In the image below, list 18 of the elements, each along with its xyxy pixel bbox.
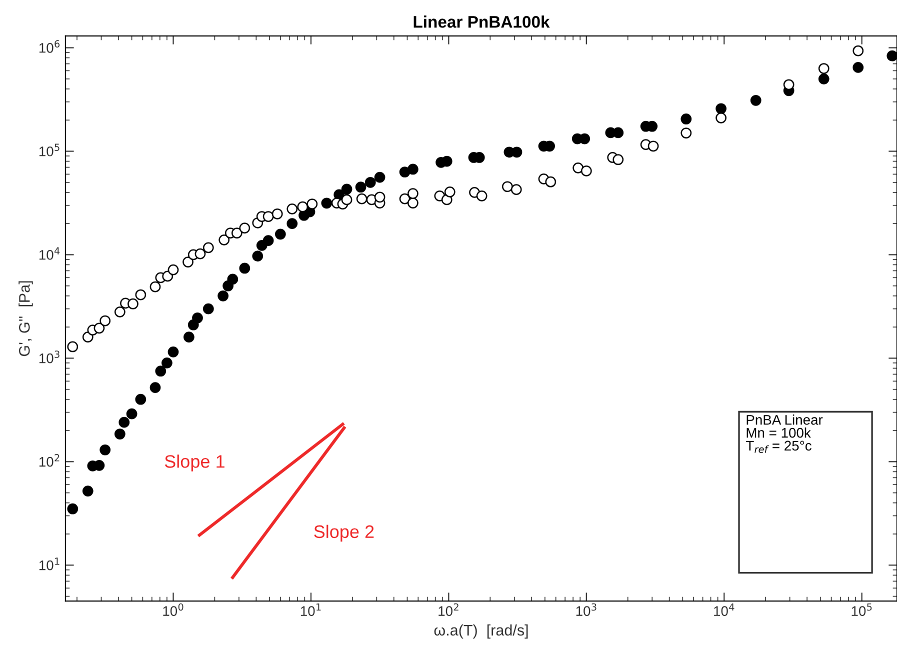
chart-title: Linear PnBA100k xyxy=(414,16,550,28)
x-tick-label: 10$^{3}$ xyxy=(576,603,596,616)
y-tick-label: 10$^{3}$ xyxy=(39,350,60,364)
y-tick-label: 10$^{5}$ xyxy=(39,144,60,156)
y-axis-title: G', G'' [Pa] xyxy=(18,281,33,356)
x-axis-title: ω.a(T) [rad/s] xyxy=(434,624,528,639)
x-tick-label: 10$^{1}$ xyxy=(300,603,321,616)
series-label: Slope 2 xyxy=(314,524,374,542)
y-tick-label: 10$^{6}$ xyxy=(39,40,60,53)
x-tick-label: 10$^{2}$ xyxy=(438,603,458,616)
series-label: Slope 1 xyxy=(164,454,224,472)
y-tick-label: 10$^{2}$ xyxy=(39,454,60,467)
x-tick-label: 10$^{5}$ xyxy=(852,603,872,616)
x-tick-label: 10$^{4}$ xyxy=(714,603,734,616)
annotation: PnBA Linear Mn = 100k T$_{ref}$ = 25°c xyxy=(746,414,823,453)
x-tick-label: 10$^{0}$ xyxy=(163,603,184,616)
y-tick-label: 10$^{1}$ xyxy=(39,558,60,570)
y-tick-label: 10$^{4}$ xyxy=(39,247,60,260)
